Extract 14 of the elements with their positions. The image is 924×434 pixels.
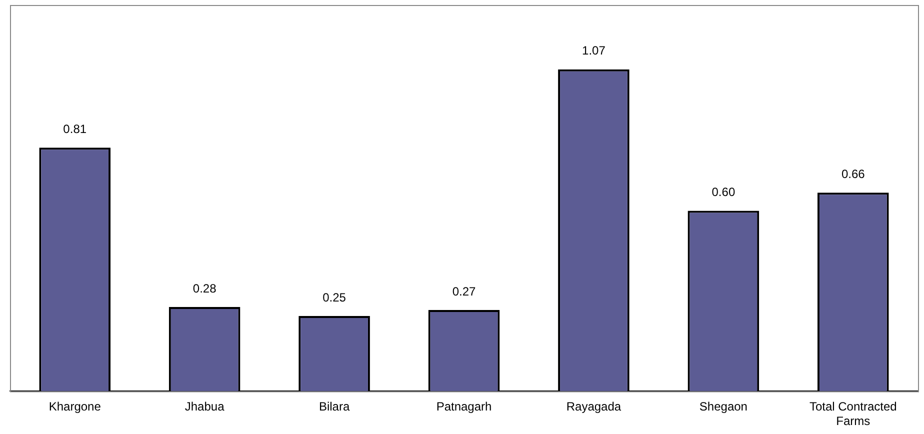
- data-label: 0.27: [452, 284, 476, 298]
- data-label: 1.07: [582, 44, 606, 58]
- x-tick-label: Jhabua: [184, 400, 225, 414]
- x-tick-label: Shegaon: [699, 400, 748, 414]
- data-label: 0.25: [322, 290, 346, 304]
- x-tick-label: Patnagarh: [436, 400, 492, 414]
- x-tick-label: Bilara: [318, 400, 350, 414]
- x-tick-label: Total Contracted Farms: [809, 400, 897, 428]
- data-label: 0.28: [192, 281, 217, 296]
- data-label: 0.66: [841, 167, 866, 181]
- x-tick-label: Khargone: [48, 400, 102, 414]
- x-tick-label: Rayagada: [566, 400, 622, 414]
- data-label: 0.81: [63, 122, 87, 136]
- data-label: 0.60: [712, 185, 736, 200]
